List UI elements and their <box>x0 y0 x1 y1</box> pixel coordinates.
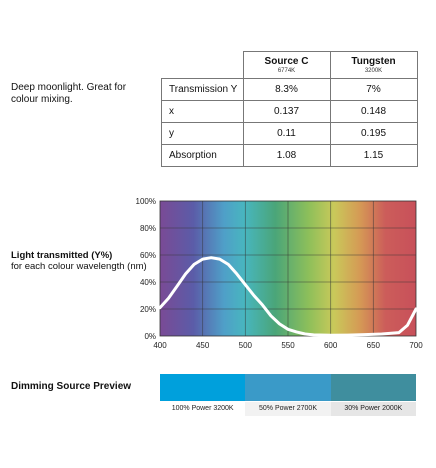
source-name: Tungsten <box>351 56 396 67</box>
row-value: 1.15 <box>329 144 418 167</box>
x-tick-label: 450 <box>196 341 210 350</box>
y-tick-label: 100% <box>136 197 156 206</box>
table-row: Transmission Y 8.3% 7% <box>161 78 418 101</box>
source-kelvin: 3200K <box>364 68 383 74</box>
graph-title: Light transmitted (Y%) for each colour w… <box>11 250 151 272</box>
source-kelvin: 6774K <box>277 68 296 74</box>
swatch-100 <box>160 374 246 401</box>
dimming-title: Dimming Source Preview <box>11 381 132 392</box>
y-tick-label: 80% <box>140 224 156 233</box>
dimming-labels: 100% Power 3200K 50% Power 2700K 30% Pow… <box>160 402 416 416</box>
x-tick-label: 400 <box>153 341 167 350</box>
x-tick-label: 500 <box>239 341 253 350</box>
dimming-swatches <box>160 374 416 401</box>
transmission-line <box>158 256 418 337</box>
chart-series <box>158 256 418 337</box>
graph-title-bold: Light transmitted (Y%) <box>11 250 113 261</box>
swatch-label: 100% Power 3200K <box>160 402 246 416</box>
swatch-label: 50% Power 2700K <box>245 402 331 416</box>
swatch-label: 30% Power 2000K <box>330 402 416 416</box>
y-tick-label: 20% <box>140 305 156 314</box>
row-label: Transmission Y <box>161 78 244 101</box>
plot-border <box>159 200 417 337</box>
x-tick-label: 600 <box>324 341 338 350</box>
row-label: Absorption <box>161 144 244 167</box>
row-label: x <box>161 100 244 123</box>
row-label: y <box>161 122 244 145</box>
source-name: Source C <box>264 56 309 67</box>
x-tick-label: 700 <box>409 341 423 350</box>
table-row: x 0.137 0.148 <box>161 100 418 123</box>
x-tick-label: 550 <box>281 341 295 350</box>
y-tick-label: 60% <box>140 251 156 260</box>
x-tick-label: 650 <box>367 341 381 350</box>
chart-ticks: 400 450 500 550 600 650 700 0% 20% 40% 60% 80% 100% <box>136 197 424 350</box>
y-tick-label: 0% <box>144 332 156 341</box>
filter-description: Deep moonlight. Great for colour mixing. <box>11 82 127 105</box>
chart-grid <box>159 200 417 337</box>
table-row: Absorption 1.08 1.15 <box>161 144 418 167</box>
graph-title-sub: for each colour wavelength (nm) <box>11 261 147 272</box>
swatch-30 <box>330 374 416 401</box>
properties-table: Source C 6774K Tungsten 3200K Transmissi… <box>161 51 418 167</box>
transmission-chart: 400 450 500 550 600 650 700 0% 20% 40% 60% 80% 100% <box>136 197 424 350</box>
swatch-50 <box>245 374 331 401</box>
y-tick-label: 40% <box>140 278 156 287</box>
